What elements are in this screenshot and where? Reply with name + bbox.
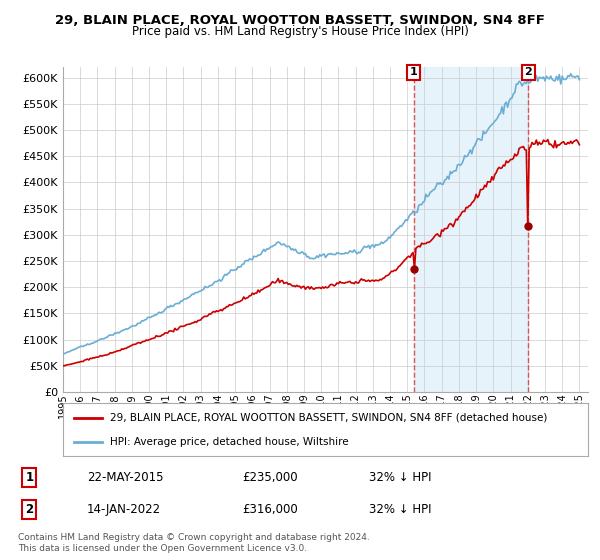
Text: 14-JAN-2022: 14-JAN-2022	[87, 503, 161, 516]
Text: 2: 2	[25, 503, 34, 516]
Text: Price paid vs. HM Land Registry's House Price Index (HPI): Price paid vs. HM Land Registry's House …	[131, 25, 469, 38]
Text: HPI: Average price, detached house, Wiltshire: HPI: Average price, detached house, Wilt…	[110, 437, 349, 447]
Text: 1: 1	[25, 471, 34, 484]
Text: 32% ↓ HPI: 32% ↓ HPI	[369, 471, 431, 484]
Text: 1: 1	[410, 67, 418, 77]
Text: £235,000: £235,000	[242, 471, 298, 484]
Text: 29, BLAIN PLACE, ROYAL WOOTTON BASSETT, SWINDON, SN4 8FF (detached house): 29, BLAIN PLACE, ROYAL WOOTTON BASSETT, …	[110, 413, 548, 423]
Text: 2: 2	[524, 67, 532, 77]
Text: 29, BLAIN PLACE, ROYAL WOOTTON BASSETT, SWINDON, SN4 8FF: 29, BLAIN PLACE, ROYAL WOOTTON BASSETT, …	[55, 14, 545, 27]
Text: Contains HM Land Registry data © Crown copyright and database right 2024.
This d: Contains HM Land Registry data © Crown c…	[18, 533, 370, 553]
Text: £316,000: £316,000	[242, 503, 298, 516]
Text: 32% ↓ HPI: 32% ↓ HPI	[369, 503, 431, 516]
Bar	[414, 67, 529, 392]
Text: 22-MAY-2015: 22-MAY-2015	[87, 471, 163, 484]
